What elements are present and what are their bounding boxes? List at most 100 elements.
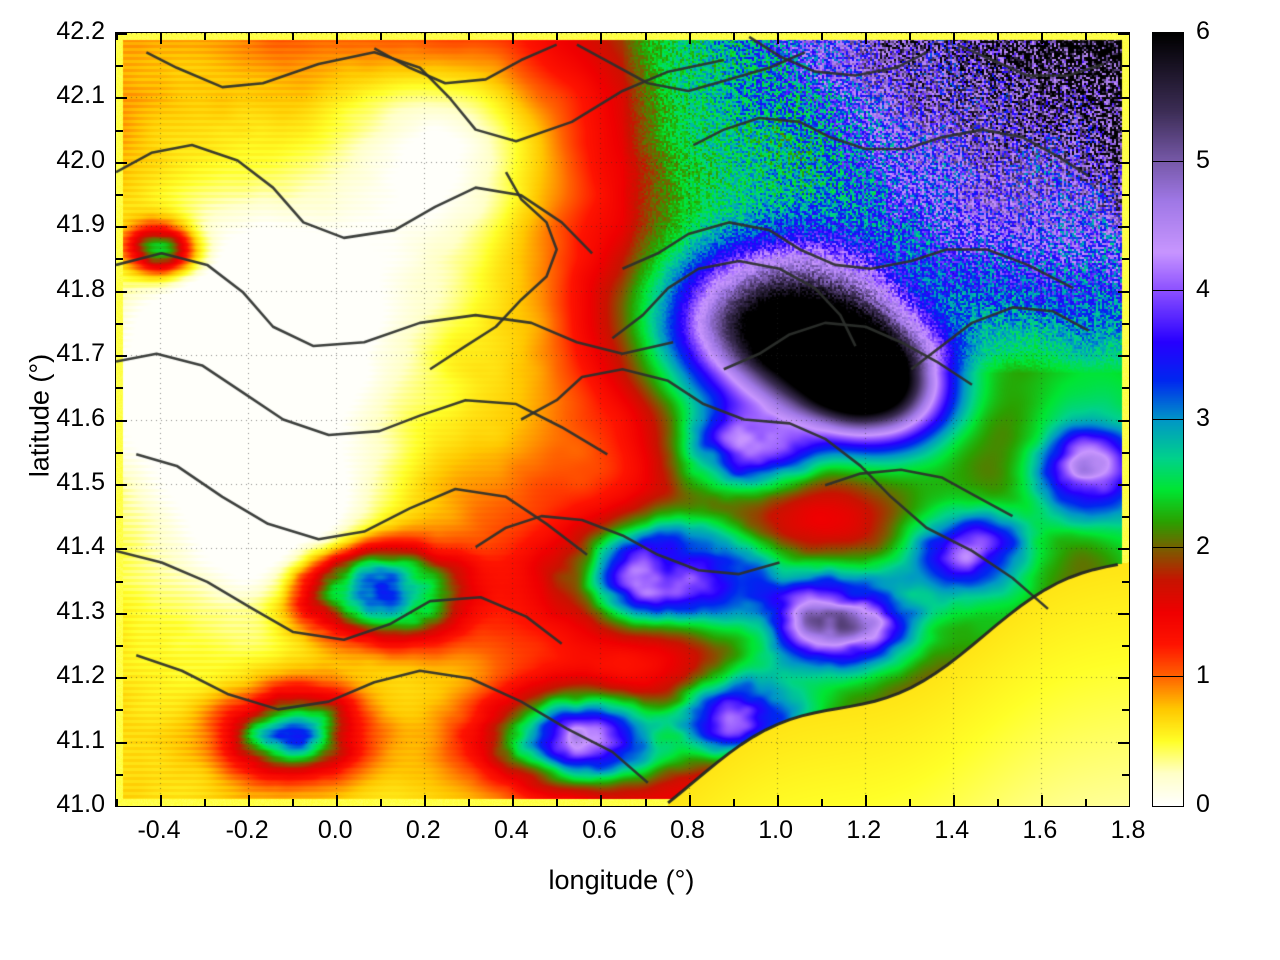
axis-tick-mark	[116, 452, 123, 454]
axis-tick-mark	[116, 387, 123, 389]
axis-tick-mark	[116, 484, 127, 486]
y-tick-label: 42.2	[56, 17, 105, 45]
axis-tick-mark	[645, 33, 647, 40]
y-tick-label: 42.0	[56, 145, 105, 174]
axis-tick-mark	[1122, 709, 1129, 711]
axis-tick-mark	[116, 291, 127, 293]
axis-tick-mark	[1118, 162, 1129, 164]
axis-tick-mark	[116, 97, 127, 99]
y-tick-label: 41.1	[56, 725, 105, 754]
x-tick-label: 0.8	[670, 816, 705, 844]
axis-tick-mark	[468, 799, 470, 806]
colorbar-tick-mark	[1152, 160, 1184, 162]
axis-tick-mark	[204, 799, 206, 806]
axis-tick-mark	[1122, 452, 1129, 454]
axis-tick-mark	[380, 33, 382, 40]
axis-tick-mark	[777, 33, 779, 44]
axis-tick-mark	[1122, 581, 1129, 583]
axis-tick-mark	[1118, 355, 1129, 357]
axis-tick-mark	[512, 33, 514, 44]
axis-tick-mark	[248, 33, 250, 44]
axis-tick-mark	[953, 795, 955, 806]
colorbar-tick-label: 2	[1196, 532, 1210, 561]
axis-tick-mark	[1122, 65, 1129, 67]
axis-tick-mark	[953, 33, 955, 44]
axis-tick-mark	[116, 194, 123, 196]
x-tick-label: 1.4	[934, 816, 970, 844]
y-tick-label: 41.6	[56, 403, 105, 432]
x-tick-label: 0.4	[494, 816, 529, 844]
axis-tick-mark	[116, 33, 127, 35]
axis-tick-mark	[1122, 516, 1129, 518]
axis-tick-mark	[865, 33, 867, 44]
colorbar-tick-mark	[1152, 418, 1184, 420]
axis-tick-mark	[204, 33, 206, 40]
x-tick-label: 0.2	[405, 816, 441, 844]
y-tick-label: 42.1	[56, 81, 105, 110]
axis-tick-mark	[1118, 613, 1129, 615]
axis-tick-mark	[909, 799, 911, 806]
axis-tick-mark	[821, 799, 823, 806]
axis-tick-mark	[116, 258, 123, 260]
axis-tick-mark	[733, 33, 735, 40]
axis-tick-mark	[1118, 420, 1129, 422]
axis-tick-mark	[468, 33, 470, 40]
axis-tick-mark	[1122, 194, 1129, 196]
axis-tick-mark	[1122, 774, 1129, 776]
axis-tick-mark	[160, 33, 162, 44]
axis-tick-mark	[997, 33, 999, 40]
axis-tick-mark	[1118, 291, 1129, 293]
axis-tick-mark	[909, 33, 911, 40]
axis-tick-mark	[116, 162, 127, 164]
axis-tick-mark	[689, 33, 691, 44]
axis-tick-mark	[1122, 387, 1129, 389]
axis-tick-mark	[1122, 323, 1129, 325]
axis-tick-mark	[777, 795, 779, 806]
axis-tick-mark	[116, 613, 127, 615]
axis-tick-mark	[1085, 799, 1087, 806]
axis-tick-mark	[116, 645, 123, 647]
axis-tick-mark	[116, 420, 127, 422]
colorbar-tick-label: 5	[1196, 145, 1210, 174]
y-axis-title: latitude (°)	[24, 353, 55, 478]
y-tick-label: 41.5	[56, 467, 105, 496]
axis-tick-mark	[292, 799, 294, 806]
y-tick-label: 41.9	[56, 210, 105, 239]
axis-tick-mark	[116, 774, 123, 776]
axis-tick-mark	[1122, 645, 1129, 647]
x-tick-label: -0.4	[137, 816, 181, 844]
x-tick-label: 1.8	[1110, 816, 1146, 844]
axis-tick-mark	[116, 355, 127, 357]
colorbar-tick-label: 6	[1196, 17, 1210, 45]
axis-tick-mark	[1118, 677, 1129, 679]
y-tick-label: 41.0	[56, 790, 105, 818]
axis-tick-mark	[248, 795, 250, 806]
axis-tick-mark	[1085, 33, 1087, 40]
axis-tick-mark	[600, 33, 602, 44]
axis-tick-mark	[336, 33, 338, 44]
y-tick-label: 41.7	[56, 339, 105, 368]
x-tick-label: 1.0	[758, 816, 794, 844]
axis-tick-mark	[116, 65, 123, 67]
x-tick-label: 1.6	[1022, 816, 1058, 844]
colorbar-tick-label: 4	[1196, 274, 1210, 303]
axis-tick-mark	[116, 130, 123, 132]
axis-tick-mark	[1122, 130, 1129, 132]
axis-tick-mark	[116, 581, 123, 583]
axis-tick-mark	[1041, 795, 1043, 806]
axis-tick-mark	[424, 33, 426, 44]
x-tick-label: 0.6	[582, 816, 617, 844]
axis-tick-mark	[116, 323, 123, 325]
colorbar-gradient	[1153, 33, 1183, 806]
x-tick-label: 1.2	[846, 816, 882, 844]
axis-tick-mark	[733, 799, 735, 806]
axis-tick-mark	[116, 226, 127, 228]
axis-tick-mark	[512, 795, 514, 806]
axis-tick-mark	[116, 709, 123, 711]
axis-tick-mark	[556, 33, 558, 40]
y-tick-label: 41.3	[56, 596, 105, 625]
y-tick-label: 41.4	[56, 532, 105, 561]
axis-tick-mark	[380, 799, 382, 806]
colorbar-tick-label: 3	[1196, 403, 1210, 432]
